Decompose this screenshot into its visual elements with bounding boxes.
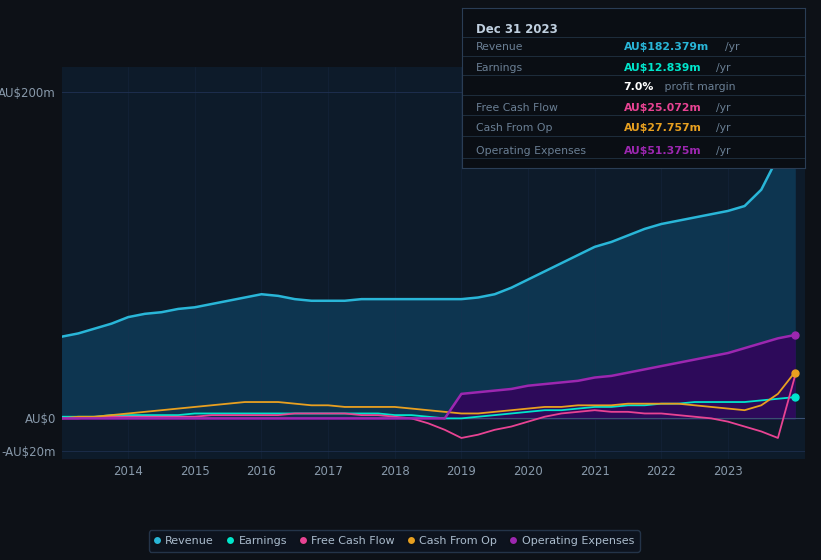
Text: Revenue: Revenue	[476, 42, 524, 52]
Text: AU$182.379m: AU$182.379m	[623, 42, 709, 52]
Text: /yr: /yr	[716, 123, 731, 133]
Text: Operating Expenses: Operating Expenses	[476, 146, 586, 156]
Text: /yr: /yr	[716, 63, 731, 73]
Text: Free Cash Flow: Free Cash Flow	[476, 102, 557, 113]
Text: 7.0%: 7.0%	[623, 82, 654, 92]
Text: Cash From Op: Cash From Op	[476, 123, 553, 133]
Text: /yr: /yr	[716, 146, 731, 156]
Text: AU$25.072m: AU$25.072m	[623, 102, 701, 113]
Text: AU$51.375m: AU$51.375m	[623, 146, 701, 156]
Text: /yr: /yr	[726, 42, 740, 52]
Text: Dec 31 2023: Dec 31 2023	[476, 23, 557, 36]
Text: Earnings: Earnings	[476, 63, 523, 73]
Text: AU$27.757m: AU$27.757m	[623, 123, 701, 133]
Text: profit margin: profit margin	[661, 82, 735, 92]
Legend: Revenue, Earnings, Free Cash Flow, Cash From Op, Operating Expenses: Revenue, Earnings, Free Cash Flow, Cash …	[149, 530, 640, 552]
Text: /yr: /yr	[716, 102, 731, 113]
Text: AU$12.839m: AU$12.839m	[623, 63, 701, 73]
